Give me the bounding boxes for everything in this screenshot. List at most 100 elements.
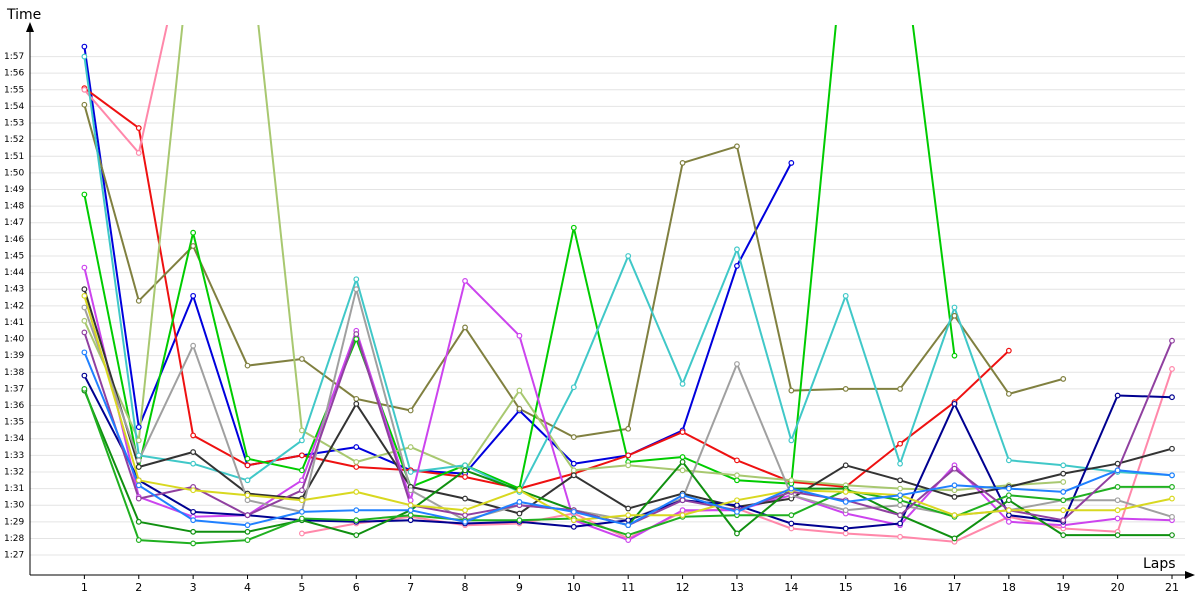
data-point bbox=[81, 349, 88, 356]
y-tick-label: 1:34 bbox=[4, 434, 24, 444]
y-tick-label: 1:32 bbox=[4, 467, 24, 477]
y-tick-label: 1:56 bbox=[4, 69, 24, 79]
data-point bbox=[81, 372, 88, 379]
data-point bbox=[244, 362, 251, 369]
data-point bbox=[1060, 489, 1067, 495]
data-point bbox=[570, 460, 577, 467]
data-point bbox=[734, 457, 740, 464]
y-tick-label: 1:48 bbox=[4, 202, 24, 212]
data-point bbox=[407, 469, 414, 475]
data-point bbox=[625, 452, 632, 459]
data-point bbox=[1005, 457, 1012, 464]
data-point bbox=[1169, 394, 1175, 401]
x-tick-label: 4 bbox=[244, 581, 251, 594]
data-point bbox=[897, 512, 903, 519]
y-tick-label: 1:54 bbox=[4, 102, 24, 112]
data-point bbox=[842, 530, 849, 537]
series-line bbox=[83, 87, 1010, 490]
data-point bbox=[135, 452, 142, 459]
data-point bbox=[81, 53, 88, 60]
data-point bbox=[1169, 445, 1175, 452]
data-point bbox=[516, 498, 523, 505]
data-point bbox=[897, 492, 903, 499]
x-tick-label: 13 bbox=[730, 581, 744, 594]
data-point bbox=[788, 512, 795, 519]
y-tick-label: 1:49 bbox=[4, 185, 24, 195]
data-point bbox=[1005, 518, 1012, 525]
data-point bbox=[842, 489, 849, 495]
data-point bbox=[516, 487, 523, 494]
data-point bbox=[407, 517, 414, 524]
data-point bbox=[353, 286, 360, 293]
data-point bbox=[407, 512, 414, 519]
y-axis-title: Time bbox=[6, 7, 41, 23]
data-point bbox=[1114, 497, 1121, 504]
data-point bbox=[570, 508, 577, 515]
data-point bbox=[190, 528, 197, 535]
data-point bbox=[190, 243, 197, 249]
data-point bbox=[734, 246, 740, 253]
data-point bbox=[570, 384, 577, 391]
data-point bbox=[462, 518, 468, 525]
data-point bbox=[462, 507, 468, 514]
data-point bbox=[1169, 484, 1175, 490]
y-tick-label: 1:55 bbox=[4, 85, 24, 95]
data-point bbox=[842, 385, 849, 392]
data-point bbox=[625, 532, 632, 539]
data-point bbox=[299, 515, 305, 522]
data-point bbox=[897, 440, 903, 447]
data-point bbox=[190, 460, 197, 467]
data-point bbox=[190, 517, 197, 524]
data-point bbox=[679, 160, 686, 166]
y-tick-label: 1:53 bbox=[4, 119, 24, 129]
data-point bbox=[244, 455, 251, 462]
data-point bbox=[407, 444, 414, 450]
data-point bbox=[788, 525, 795, 532]
data-point bbox=[299, 452, 305, 459]
x-tick-label: 1 bbox=[81, 581, 88, 594]
data-point bbox=[462, 474, 468, 480]
data-point bbox=[625, 462, 632, 469]
data-point bbox=[244, 537, 251, 544]
data-point bbox=[516, 405, 523, 412]
data-point bbox=[1060, 517, 1067, 524]
data-point bbox=[951, 535, 958, 542]
data-point bbox=[1169, 532, 1175, 539]
data-point bbox=[1114, 467, 1121, 474]
data-point bbox=[462, 277, 468, 284]
data-point bbox=[244, 512, 251, 519]
y-tick-label: 1:30 bbox=[4, 501, 24, 511]
data-point bbox=[1060, 532, 1067, 539]
data-point bbox=[407, 507, 414, 514]
data-point bbox=[190, 292, 197, 299]
data-point bbox=[190, 432, 197, 439]
data-point bbox=[1060, 470, 1067, 477]
y-tick-label: 1:28 bbox=[4, 534, 24, 544]
data-point bbox=[135, 477, 142, 484]
x-tick-label: 19 bbox=[1056, 581, 1070, 594]
data-point bbox=[190, 508, 197, 515]
plot-area bbox=[81, 25, 1175, 547]
data-point bbox=[516, 517, 523, 524]
data-point bbox=[897, 460, 903, 467]
x-tick-label: 2 bbox=[135, 581, 142, 594]
y-tick-label: 1:29 bbox=[4, 517, 24, 527]
x-tick-label: 17 bbox=[947, 581, 961, 594]
data-point bbox=[734, 497, 740, 504]
data-point bbox=[788, 485, 795, 492]
data-point bbox=[244, 492, 251, 499]
data-point bbox=[679, 507, 686, 514]
data-point bbox=[407, 502, 414, 509]
data-point bbox=[951, 465, 958, 472]
data-point bbox=[1005, 492, 1012, 499]
data-point bbox=[299, 530, 305, 537]
data-point bbox=[625, 425, 632, 432]
data-point bbox=[190, 229, 197, 236]
data-point bbox=[244, 477, 251, 484]
data-point bbox=[516, 332, 523, 339]
data-point bbox=[353, 444, 360, 450]
data-point bbox=[1005, 512, 1012, 519]
data-point bbox=[299, 508, 305, 515]
data-point bbox=[1005, 497, 1012, 504]
